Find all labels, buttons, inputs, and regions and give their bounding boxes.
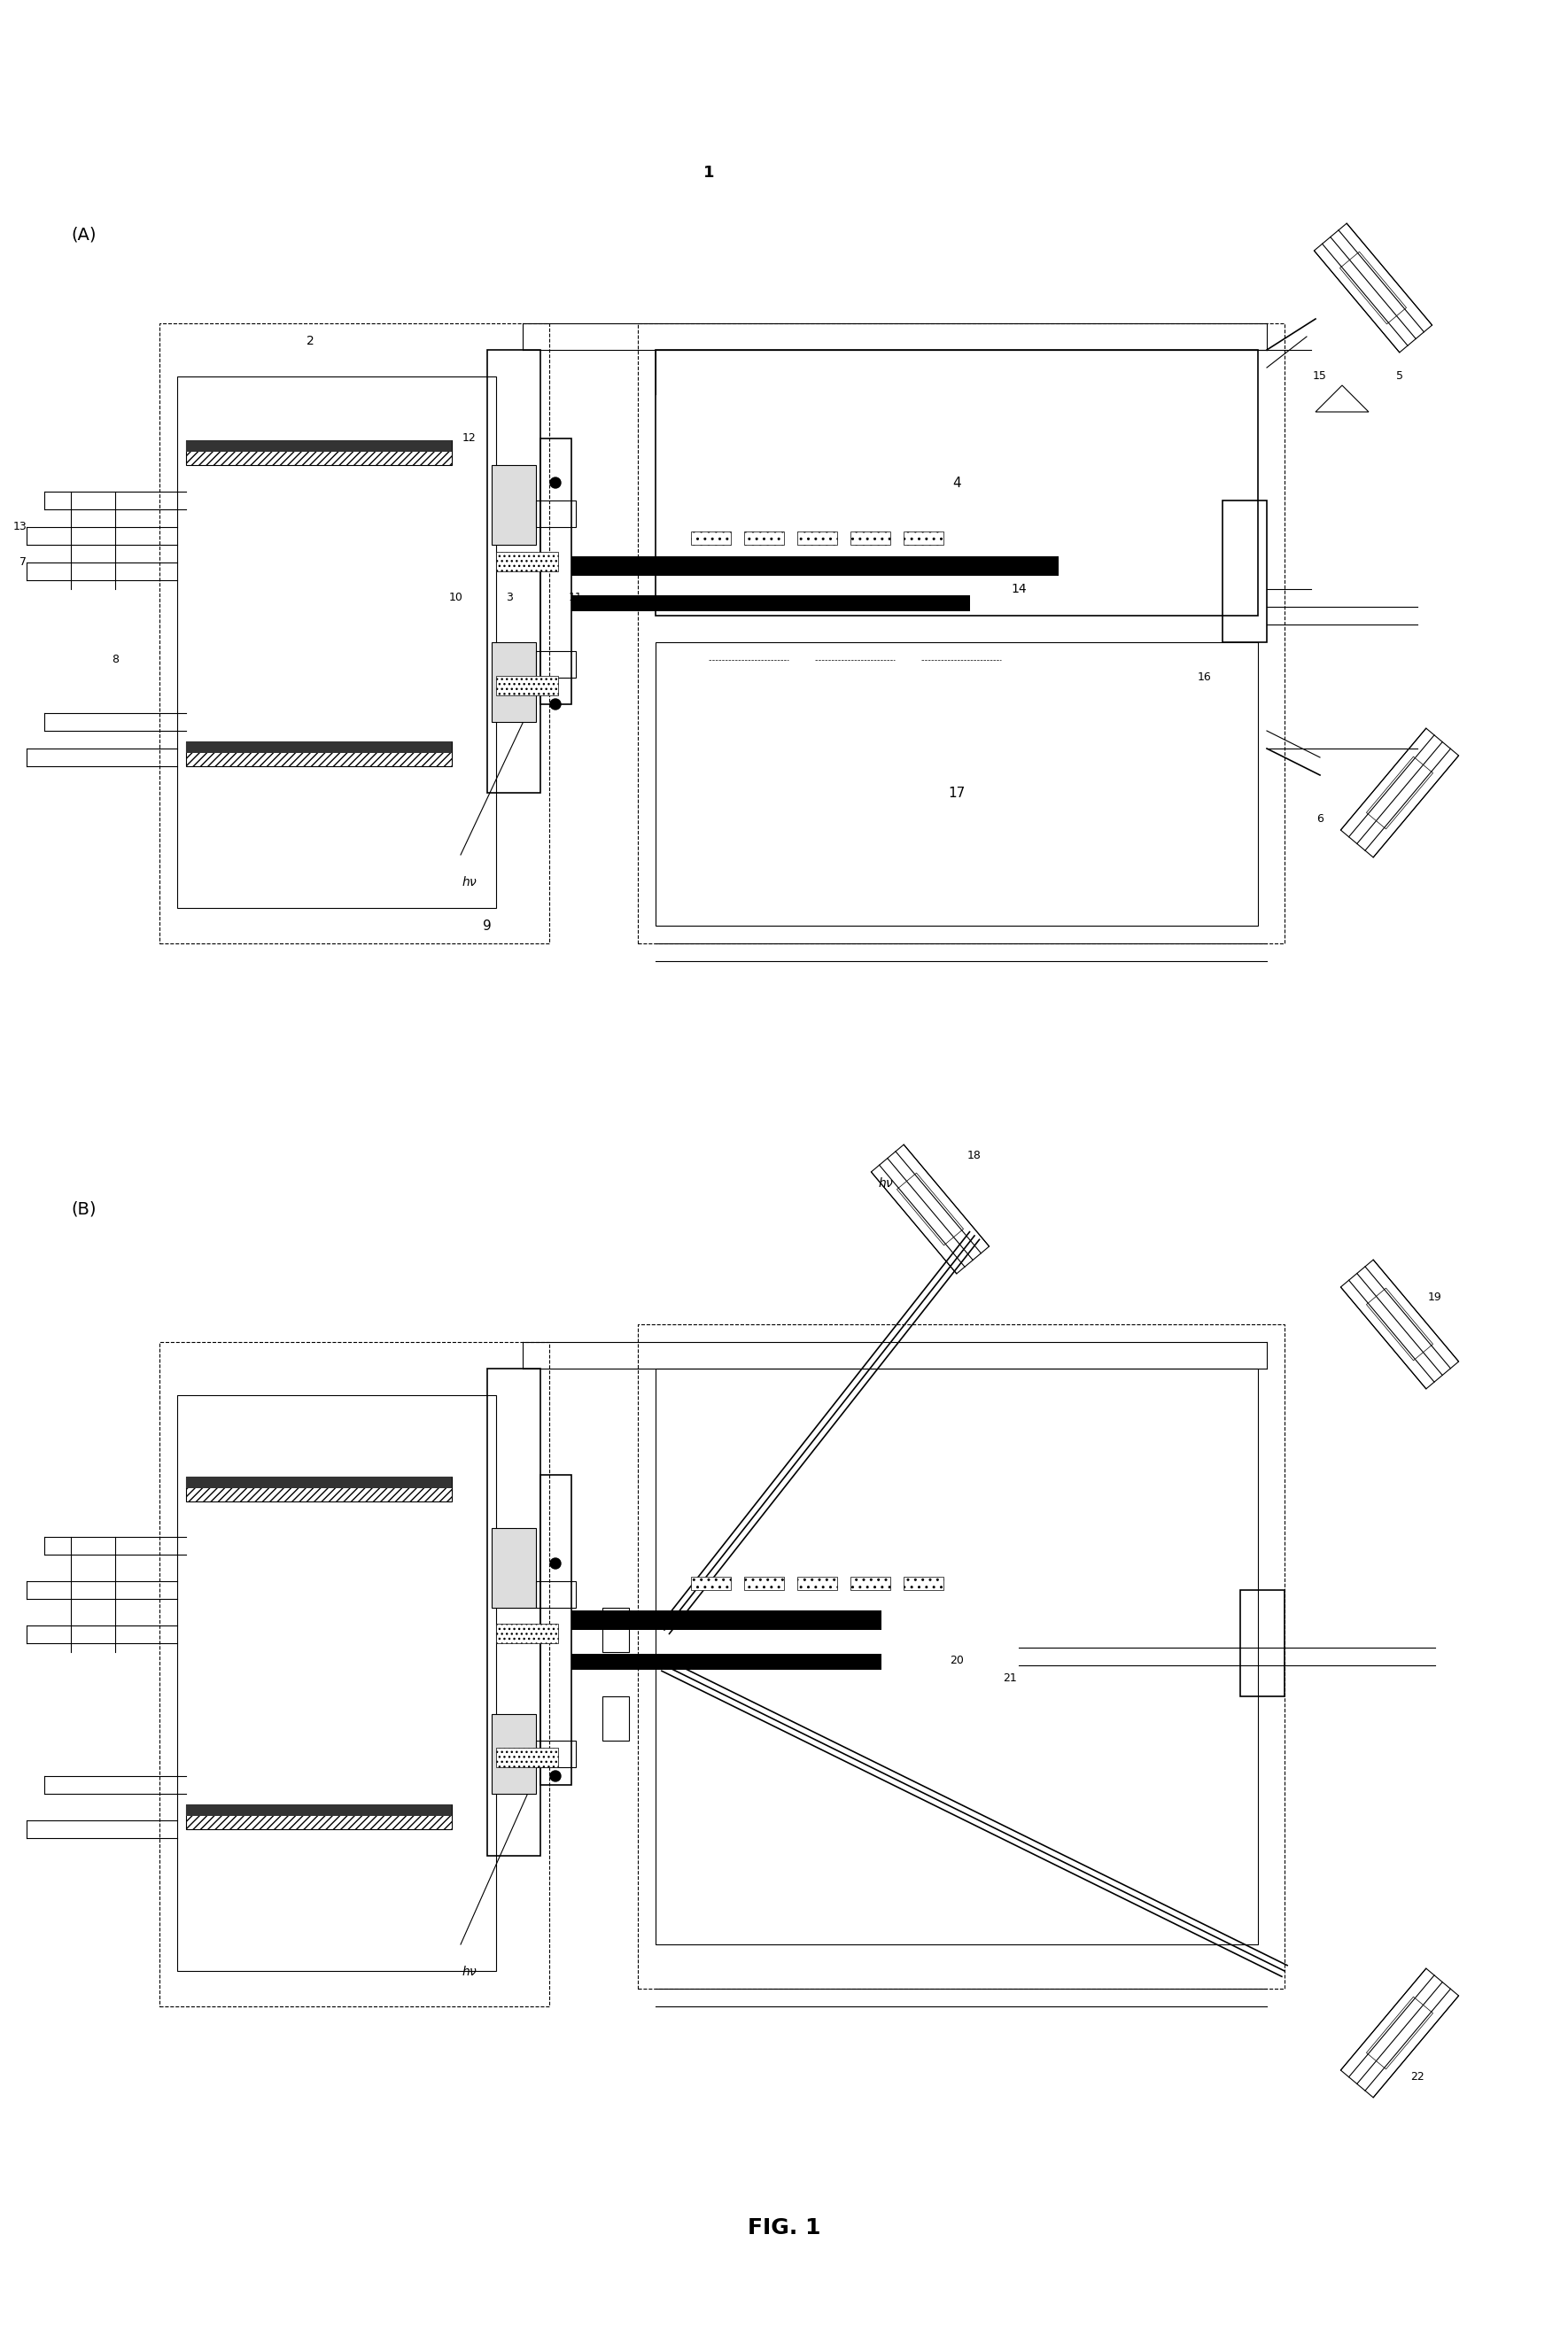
Bar xyxy=(488,1368,541,1856)
Bar xyxy=(187,1804,452,1816)
Text: 3: 3 xyxy=(506,593,513,604)
Bar xyxy=(745,1577,784,1591)
Text: FIG. 1: FIG. 1 xyxy=(748,2216,820,2238)
Bar xyxy=(187,440,452,452)
Text: $h\nu$: $h\nu$ xyxy=(461,1963,478,1977)
Bar xyxy=(495,1624,558,1642)
Text: 22: 22 xyxy=(1411,2071,1424,2083)
Bar xyxy=(536,1582,575,1607)
Bar xyxy=(492,1715,536,1795)
Bar xyxy=(160,323,549,944)
Bar xyxy=(571,1654,881,1671)
Text: 6: 6 xyxy=(1317,813,1323,825)
Bar xyxy=(187,440,452,464)
Bar xyxy=(177,1394,495,1970)
Text: (B): (B) xyxy=(71,1200,96,1218)
Text: 12: 12 xyxy=(463,433,477,445)
Text: 11: 11 xyxy=(569,593,583,604)
Text: 10: 10 xyxy=(448,593,463,604)
Circle shape xyxy=(550,1558,561,1570)
Text: $h\nu$: $h\nu$ xyxy=(461,874,478,888)
Text: 14: 14 xyxy=(1011,583,1027,595)
Bar xyxy=(1223,501,1267,642)
Bar xyxy=(492,1528,536,1607)
Bar xyxy=(187,1804,452,1830)
Text: $h\nu$: $h\nu$ xyxy=(878,1176,894,1190)
Bar xyxy=(638,1324,1284,1989)
Circle shape xyxy=(550,698,561,710)
Circle shape xyxy=(550,478,561,487)
Bar xyxy=(691,532,731,546)
Bar xyxy=(638,323,1284,944)
Text: 20: 20 xyxy=(950,1654,964,1666)
Text: 17: 17 xyxy=(949,787,966,799)
Bar xyxy=(655,642,1258,925)
Bar xyxy=(1240,1591,1284,1696)
Text: 18: 18 xyxy=(967,1150,982,1162)
Bar xyxy=(492,464,536,546)
Text: 2: 2 xyxy=(306,335,314,347)
Circle shape xyxy=(550,1771,561,1781)
Bar xyxy=(160,1343,549,2006)
Bar xyxy=(541,438,571,705)
Text: 16: 16 xyxy=(1198,672,1212,684)
Text: 21: 21 xyxy=(1004,1673,1018,1685)
Bar xyxy=(536,651,575,677)
Text: 5: 5 xyxy=(1396,370,1403,382)
Bar xyxy=(187,1476,452,1488)
Bar xyxy=(541,1474,571,1785)
Text: 7: 7 xyxy=(19,558,27,569)
Text: 9: 9 xyxy=(483,918,491,933)
Bar xyxy=(602,1607,629,1652)
Bar xyxy=(571,595,971,612)
Bar xyxy=(903,1577,944,1591)
Bar xyxy=(602,1696,629,1741)
Bar xyxy=(850,1577,891,1591)
Bar xyxy=(571,555,1058,576)
Bar xyxy=(691,1577,731,1591)
Text: 19: 19 xyxy=(1428,1291,1443,1303)
Bar xyxy=(495,553,558,572)
Bar xyxy=(492,642,536,722)
Bar xyxy=(177,377,495,909)
Bar xyxy=(495,1748,558,1767)
Bar xyxy=(187,740,452,766)
Bar xyxy=(187,1476,452,1502)
Text: 1: 1 xyxy=(702,164,715,180)
Bar xyxy=(655,349,1258,616)
Bar xyxy=(655,1368,1258,1945)
Text: 4: 4 xyxy=(952,476,961,490)
Text: 15: 15 xyxy=(1312,370,1327,382)
Text: 13: 13 xyxy=(13,520,27,532)
Bar xyxy=(797,532,837,546)
Bar xyxy=(571,1610,881,1631)
Text: 8: 8 xyxy=(111,654,119,665)
Bar xyxy=(187,740,452,752)
Bar xyxy=(850,532,891,546)
Bar xyxy=(536,1741,575,1767)
Bar xyxy=(536,501,575,527)
Bar xyxy=(745,532,784,546)
Bar xyxy=(903,532,944,546)
Text: (A): (A) xyxy=(71,227,96,244)
Bar xyxy=(797,1577,837,1591)
Bar xyxy=(488,349,541,792)
Bar xyxy=(495,675,558,696)
